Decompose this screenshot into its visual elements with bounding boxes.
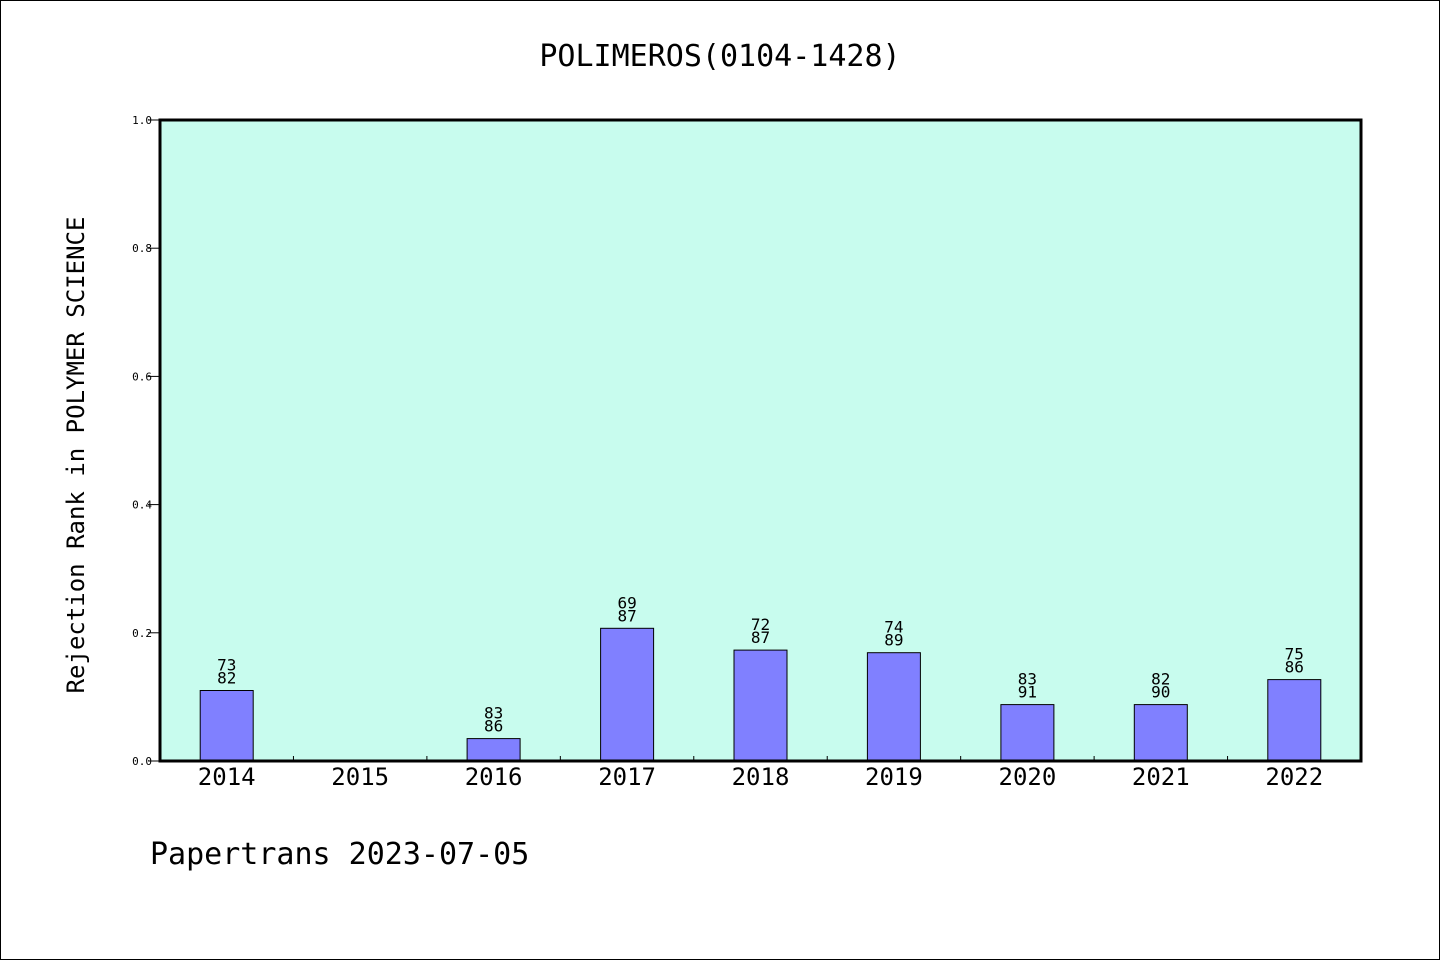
data-label-2020-1: 83 bbox=[1018, 670, 1037, 689]
plot-border bbox=[158, 118, 1363, 763]
chart-title: POLIMEROS(0104-1428) bbox=[539, 39, 900, 74]
bar-2021 bbox=[1133, 704, 1188, 762]
y-tick-label-0.0: 0.0 bbox=[132, 755, 152, 768]
bar-2014 bbox=[199, 690, 254, 762]
bar-2018 bbox=[733, 649, 788, 762]
x-tick-label-2018: 2018 bbox=[732, 763, 790, 791]
data-label-2021-2: 90 bbox=[1151, 683, 1170, 702]
data-label-2022-1: 75 bbox=[1285, 645, 1304, 664]
x-tick-label-2021: 2021 bbox=[1132, 763, 1190, 791]
bar-2019 bbox=[866, 652, 921, 762]
data-label-2014-1: 73 bbox=[217, 656, 236, 675]
x-tick-label-2016: 2016 bbox=[465, 763, 523, 791]
data-label-2022-2: 86 bbox=[1285, 658, 1304, 677]
x-tick-label-2014: 2014 bbox=[198, 763, 256, 791]
x-tick-label-2022: 2022 bbox=[1265, 763, 1323, 791]
x-tick-label-2019: 2019 bbox=[865, 763, 923, 791]
y-tick-label-0.2: 0.2 bbox=[132, 627, 152, 640]
footer-text: Papertrans 2023-07-05 bbox=[150, 837, 529, 872]
data-label-2021-1: 82 bbox=[1151, 670, 1170, 689]
bar-2020 bbox=[1000, 704, 1055, 762]
data-label-2017-2: 87 bbox=[617, 606, 636, 625]
data-label-2016-2: 86 bbox=[484, 717, 503, 736]
bar-2017 bbox=[600, 627, 655, 762]
x-tick-label-2015: 2015 bbox=[331, 763, 389, 791]
data-label-2020-2: 91 bbox=[1018, 683, 1037, 702]
x-tick-label-2017: 2017 bbox=[598, 763, 656, 791]
data-label-2018-2: 87 bbox=[751, 628, 770, 647]
bar-2022 bbox=[1267, 679, 1322, 762]
data-label-2018-1: 72 bbox=[751, 615, 770, 634]
data-label-2019-2: 89 bbox=[884, 631, 903, 650]
bar-2016 bbox=[466, 738, 521, 762]
y-tick-label-0.8: 0.8 bbox=[132, 242, 152, 255]
data-label-2014-2: 82 bbox=[217, 669, 236, 688]
y-tick-label-0.4: 0.4 bbox=[132, 499, 152, 512]
y-tick-label-1.0: 1.0 bbox=[132, 114, 152, 127]
x-tick-label-2020: 2020 bbox=[999, 763, 1057, 791]
y-tick-label-0.6: 0.6 bbox=[132, 370, 152, 383]
data-label-2019-1: 74 bbox=[884, 618, 903, 637]
y-axis-label: Rejection Rank in POLYMER SCIENCE bbox=[62, 217, 90, 694]
data-label-2016-1: 83 bbox=[484, 704, 503, 723]
data-label-2017-1: 69 bbox=[617, 593, 636, 612]
